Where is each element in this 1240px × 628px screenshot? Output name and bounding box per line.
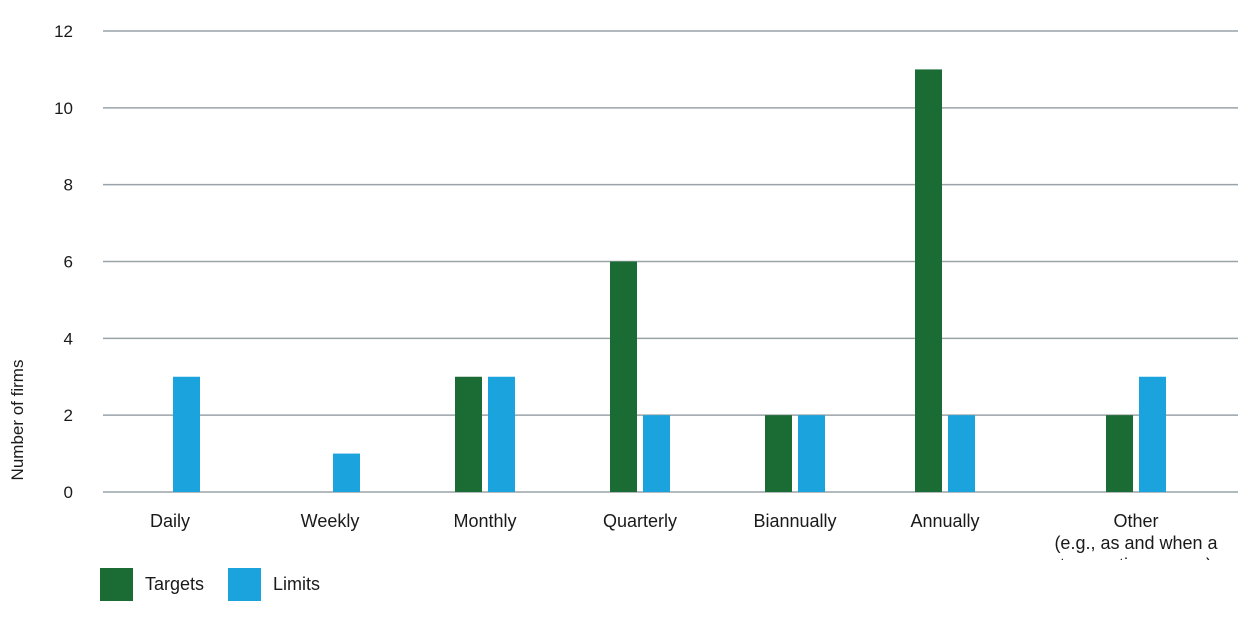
- bar-limits-5: [948, 415, 975, 492]
- bar-limits-4: [798, 415, 825, 492]
- bar-targets-5: [915, 69, 942, 493]
- bar-chart: 0 2 4 6 8 10 12 Daily Weekly Monthly Quarterly Bia…: [8, 22, 1238, 560]
- x-tick-label: Other(e.g., as and when atransaction occ…: [1054, 511, 1218, 560]
- bar-limits-6: [1139, 376, 1166, 492]
- legend-label-limits: Limits: [273, 574, 321, 594]
- bars: [173, 69, 1166, 493]
- legend-item-targets: Targets: [100, 568, 204, 601]
- x-tick-label: Biannually: [753, 511, 836, 531]
- x-tick-label: Quarterly: [603, 511, 677, 531]
- y-tick-label: 6: [64, 253, 73, 272]
- bar-limits-3: [643, 415, 670, 492]
- legend-item-limits: Limits: [228, 568, 320, 601]
- bar-limits-1: [333, 453, 360, 492]
- legend-label-targets: Targets: [145, 574, 205, 594]
- bar-targets-3: [610, 261, 637, 492]
- y-tick-label: 12: [54, 22, 73, 41]
- x-tick-label: Weekly: [301, 511, 360, 531]
- x-tick-label: Monthly: [453, 511, 516, 531]
- legend: Targets Limits: [100, 568, 344, 601]
- x-tick-label: Annually: [910, 511, 979, 531]
- legend-swatch-limits: [228, 568, 262, 601]
- y-tick-label: 8: [64, 176, 73, 195]
- bar-targets-2: [455, 376, 482, 492]
- y-tick-label: 0: [64, 483, 73, 502]
- x-tick-label: Daily: [150, 511, 190, 531]
- legend-swatch-targets: [100, 568, 133, 601]
- y-axis-title: Number of firms: [8, 360, 27, 481]
- y-tick-label: 2: [64, 406, 73, 425]
- bar-limits-2: [488, 376, 515, 492]
- y-axis-ticks: 0 2 4 6 8 10 12: [54, 22, 73, 502]
- bar-limits-0: [173, 376, 200, 492]
- bar-targets-6: [1106, 415, 1133, 492]
- y-tick-label: 10: [54, 99, 73, 118]
- gridlines: [103, 30, 1238, 493]
- bar-targets-4: [765, 415, 792, 492]
- y-tick-label: 4: [64, 329, 73, 348]
- x-axis-labels: Daily Weekly Monthly Quarterly Biannually Ann…: [150, 511, 1219, 560]
